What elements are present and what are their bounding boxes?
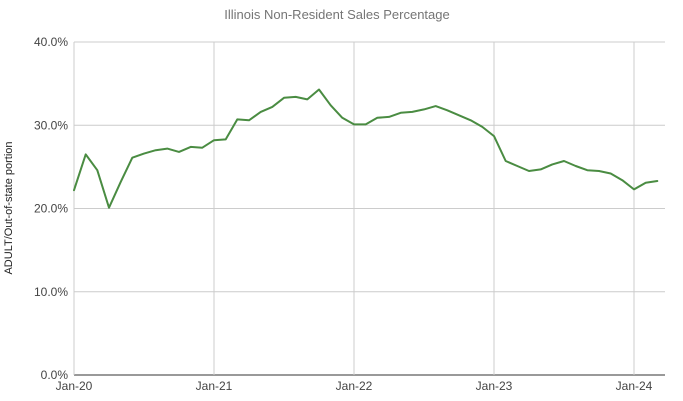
x-tick-label: Jan-20 [56,379,93,393]
y-tick-label: 10.0% [34,285,68,299]
chart-title: Illinois Non-Resident Sales Percentage [224,7,449,22]
x-tick-label: Jan-23 [476,379,513,393]
x-tick-label: Jan-22 [336,379,373,393]
y-tick-label: 40.0% [34,35,68,49]
y-tick-label: 20.0% [34,202,68,216]
gridlines [73,41,665,376]
y-tick-label: 30.0% [34,118,68,132]
x-axis-tick-labels: Jan-20 Jan-21 Jan-22 Jan-23 Jan-24 [56,379,653,393]
x-tick-label: Jan-21 [196,379,233,393]
y-axis-tick-labels: 0.0% 10.0% 20.0% 30.0% 40.0% [34,35,68,382]
y-axis-title: ADULT/Out-of-state portion [3,141,15,274]
x-tick-label: Jan-24 [616,379,653,393]
series-line [73,88,659,209]
y-tick-label: 0.0% [41,368,69,382]
